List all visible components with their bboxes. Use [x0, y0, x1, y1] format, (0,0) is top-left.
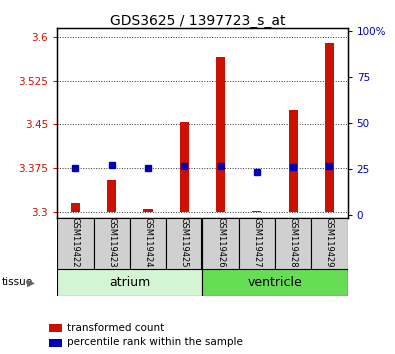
Text: ventricle: ventricle — [248, 276, 303, 289]
Bar — [49, 324, 62, 332]
Bar — [202, 218, 239, 269]
Text: GSM119428: GSM119428 — [289, 217, 298, 268]
Text: ▶: ▶ — [27, 277, 35, 287]
Bar — [325, 43, 334, 212]
Text: GSM119426: GSM119426 — [216, 217, 225, 268]
Bar — [49, 339, 62, 347]
Bar — [202, 269, 348, 296]
Bar — [166, 218, 203, 269]
Text: GSM119424: GSM119424 — [143, 217, 152, 268]
Bar — [180, 121, 189, 212]
Bar — [71, 203, 80, 212]
Text: GSM119423: GSM119423 — [107, 217, 116, 268]
Text: GDS3625 / 1397723_s_at: GDS3625 / 1397723_s_at — [110, 14, 285, 28]
Bar — [57, 218, 94, 269]
Text: tissue: tissue — [2, 277, 33, 287]
Text: atrium: atrium — [109, 276, 150, 289]
Text: transformed count: transformed count — [67, 322, 164, 332]
Text: GSM119427: GSM119427 — [252, 217, 261, 268]
Bar — [239, 218, 275, 269]
Text: percentile rank within the sample: percentile rank within the sample — [67, 337, 243, 347]
Bar — [311, 218, 348, 269]
Bar — [216, 57, 225, 212]
Bar — [275, 218, 311, 269]
Bar — [94, 218, 130, 269]
Bar — [107, 180, 116, 212]
Bar — [289, 110, 298, 212]
Text: GSM119429: GSM119429 — [325, 217, 334, 268]
Bar — [130, 218, 166, 269]
Text: GSM119425: GSM119425 — [180, 217, 189, 268]
Bar — [143, 209, 152, 212]
Bar — [252, 211, 261, 212]
Bar — [57, 269, 202, 296]
Text: GSM119422: GSM119422 — [71, 217, 80, 268]
